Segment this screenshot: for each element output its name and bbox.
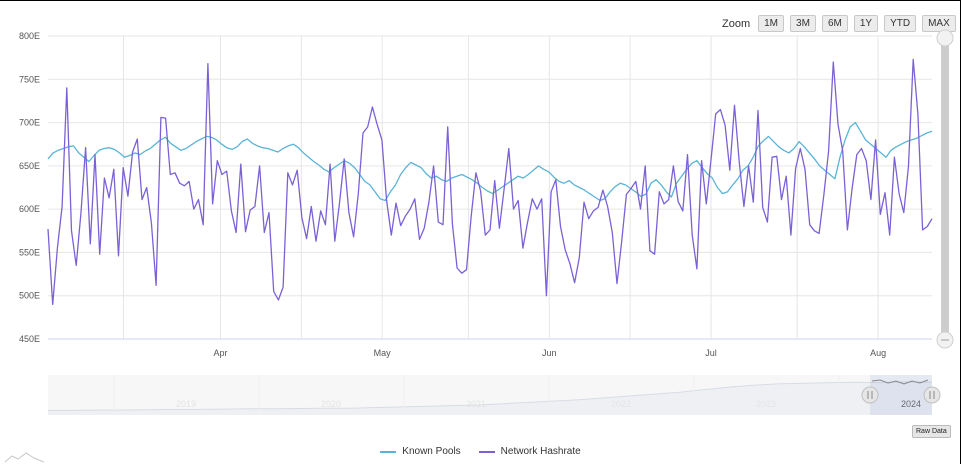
- y-tick-label: 650E: [19, 161, 40, 171]
- navigator-year-label: 2019: [176, 399, 196, 409]
- navigator-left-handle: [861, 386, 879, 404]
- grid-layer: [48, 35, 932, 340]
- zoom-toolbar: Zoom 1M 3M 6M 1Y YTD MAX: [722, 15, 956, 32]
- y-tick-label: 500E: [19, 291, 40, 301]
- y-tick-label: 800E: [19, 31, 40, 41]
- zoom-1y-button[interactable]: 1Y: [853, 15, 879, 32]
- navigator-year-label: 2020: [321, 399, 341, 409]
- legend-item-network-hashrate[interactable]: Network Hashrate: [478, 446, 581, 457]
- vertical-scrollbar[interactable]: [936, 29, 954, 349]
- legend-label-network-hashrate: Network Hashrate: [500, 446, 581, 457]
- navigator-year-label: 2021: [466, 399, 486, 409]
- frame-top-border: [0, 0, 961, 1]
- zoom-6m-button[interactable]: 6M: [821, 15, 848, 32]
- y-tick-label: 600E: [19, 204, 40, 214]
- y-axis: 450E 500E 550E 600E 650E 700E 750E 800E: [19, 31, 40, 344]
- x-tick-label: Apr: [213, 348, 227, 358]
- legend-label-known-pools: Known Pools: [402, 446, 461, 457]
- x-tick-label: Jul: [705, 348, 717, 358]
- zoom-ytd-button[interactable]: YTD: [884, 15, 917, 32]
- zoom-label: Zoom: [722, 17, 751, 30]
- zoom-max-button[interactable]: MAX: [922, 15, 956, 32]
- y-tick-label: 450E: [19, 334, 40, 344]
- y-tick-label: 550E: [19, 247, 40, 257]
- scrollbar-thumb: [941, 40, 949, 334]
- x-tick-label: Jun: [542, 348, 557, 358]
- x-tick-label: May: [374, 348, 392, 358]
- navigator-selection: [870, 375, 932, 415]
- legend-item-known-pools[interactable]: Known Pools: [380, 446, 461, 457]
- series-line-network-hashrate: [47, 58, 933, 306]
- x-axis: Apr May Jun Jul Aug: [213, 348, 886, 358]
- navigator-right-handle: [923, 386, 941, 404]
- y-tick-label: 700E: [19, 118, 40, 128]
- series-layer: [47, 58, 933, 306]
- navigator-selection-line: [871, 379, 929, 385]
- navigator[interactable]: 2019 2020 2021 2022 2023 2024: [48, 375, 941, 415]
- chart-logo-icon: [4, 452, 45, 463]
- navigator-year-label: 2023: [756, 399, 776, 409]
- x-tick-label: Aug: [870, 348, 886, 358]
- legend-swatch-known-pools: [380, 450, 397, 453]
- legend-swatch-network-hashrate: [478, 450, 495, 453]
- y-tick-label: 750E: [19, 74, 40, 84]
- zoom-3m-button[interactable]: 3M: [790, 15, 816, 32]
- navigator-area: [48, 381, 932, 415]
- raw-data-button[interactable]: Raw Data: [912, 425, 951, 438]
- navigator-year-label: 2024: [901, 399, 921, 409]
- legend: Known Pools Network Hashrate: [0, 446, 961, 457]
- navigator-year-label: 2022: [611, 399, 631, 409]
- scrollbar-top-handle: [936, 29, 954, 47]
- navigator-line: [48, 381, 933, 411]
- zoom-1m-button[interactable]: 1M: [758, 15, 785, 32]
- series-line-known-pools: [47, 121, 933, 202]
